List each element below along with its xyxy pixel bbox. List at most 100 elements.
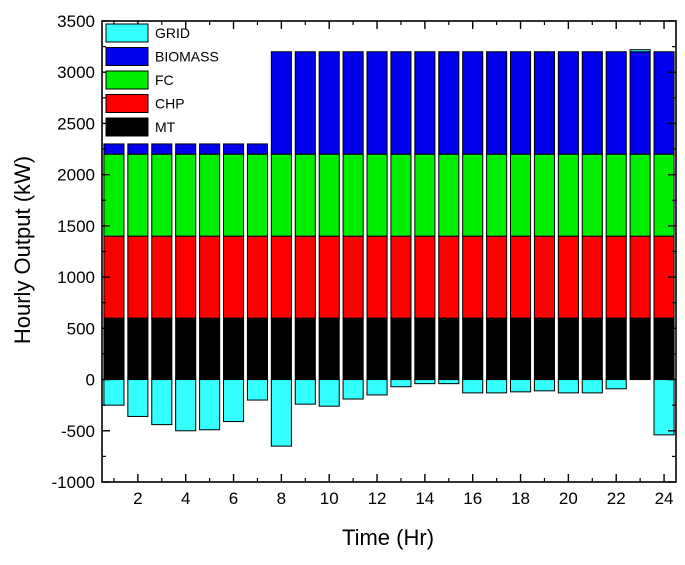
bar-fc-hr-2 (127, 153, 149, 237)
bar-chp-hr-21 (581, 235, 603, 319)
bar-mt-hr-8 (270, 317, 292, 381)
bar-mt-hr-19 (533, 317, 555, 381)
bar-biomass-hr-22 (605, 51, 627, 155)
bar-fc-hr-3 (151, 153, 173, 237)
bar-chp-hr-17 (486, 235, 508, 319)
bar-mt-hr-6 (223, 317, 245, 381)
bar-grid-hr-18 (510, 379, 532, 393)
bar-fc-hr-18 (510, 153, 532, 237)
bar-fc-hr-21 (581, 153, 603, 237)
bar-chp-hr-8 (270, 235, 292, 319)
bar-grid-hr-5 (199, 379, 221, 431)
bar-fc-hr-16 (462, 153, 484, 237)
legend-label-biomass: BIOMASS (155, 49, 219, 65)
bar-biomass-hr-16 (462, 51, 484, 155)
bar-grid-hr-20 (557, 379, 579, 394)
bar-biomass-hr-19 (533, 51, 555, 155)
bar-chp-hr-4 (175, 235, 197, 319)
bar-biomass-hr-15 (438, 51, 460, 155)
bar-fc-hr-14 (414, 153, 436, 237)
bar-mt-hr-9 (294, 317, 316, 381)
bar-biomass-hr-7 (246, 143, 269, 155)
bar-mt-hr-16 (462, 317, 484, 381)
bar-chp-hr-20 (557, 235, 579, 319)
bar-grid-hr-4 (175, 379, 197, 432)
bar-chp-hr-18 (510, 235, 532, 319)
bar-fc-hr-11 (342, 153, 364, 237)
bar-biomass-hr-24 (653, 51, 675, 155)
bar-grid-hr-12 (366, 379, 388, 396)
x-tick-label: 10 (320, 489, 339, 508)
bar-fc-hr-8 (270, 153, 292, 237)
y-tick-label: 2000 (57, 166, 95, 185)
bar-mt-hr-22 (605, 317, 627, 381)
bar-chp-hr-3 (151, 235, 173, 319)
legend-label-fc: FC (155, 72, 174, 88)
bar-grid-hr-8 (270, 379, 292, 447)
bar-mt-hr-20 (557, 317, 579, 381)
bar-mt-hr-11 (342, 317, 364, 381)
legend-swatch-chp (105, 94, 149, 113)
bar-biomass-hr-20 (557, 51, 579, 155)
bar-grid-hr-16 (462, 379, 484, 394)
bar-mt-hr-14 (414, 317, 436, 381)
bar-biomass-hr-8 (270, 51, 292, 155)
bar-fc-hr-17 (486, 153, 508, 237)
bar-grid-hr-22 (605, 379, 627, 390)
bar-fc-hr-9 (294, 153, 316, 237)
bar-mt-hr-2 (127, 317, 149, 381)
bar-fc-hr-19 (533, 153, 555, 237)
y-tick-label: 2500 (57, 114, 95, 133)
legend-label-chp: CHP (155, 96, 185, 112)
bar-biomass-hr-14 (414, 51, 436, 155)
bar-biomass-hr-1 (103, 143, 125, 155)
legend-label-mt: MT (155, 119, 176, 135)
legend-label-grid: GRID (155, 25, 190, 41)
bar-grid-hr-21 (581, 379, 603, 394)
bar-mt-hr-7 (246, 317, 269, 381)
x-tick-label: 6 (229, 489, 238, 508)
bar-chp-hr-11 (342, 235, 364, 319)
bar-biomass-hr-21 (581, 51, 603, 155)
bar-mt-hr-4 (175, 317, 197, 381)
bar-fc-hr-22 (605, 153, 627, 237)
x-tick-label: 8 (277, 489, 286, 508)
bar-mt-hr-1 (103, 317, 125, 381)
bar-grid-hr-7 (246, 379, 269, 401)
bar-fc-hr-13 (390, 153, 412, 237)
x-tick-label: 2 (133, 489, 142, 508)
y-tick-label: 0 (86, 371, 95, 390)
bar-chp-hr-19 (533, 235, 555, 319)
bar-biomass-hr-18 (510, 51, 532, 155)
bar-grid-hr-2 (127, 379, 149, 417)
y-tick-label: 500 (67, 319, 95, 338)
bar-chp-hr-22 (605, 235, 627, 319)
bar-mt-hr-23 (629, 317, 651, 381)
bar-mt-hr-13 (390, 317, 412, 381)
bar-biomass-hr-10 (318, 51, 340, 155)
bar-fc-hr-12 (366, 153, 388, 237)
bar-mt-hr-10 (318, 317, 340, 381)
bar-grid-hr-6 (223, 379, 245, 423)
bar-fc-hr-5 (199, 153, 221, 237)
y-tick-label: -1000 (52, 473, 95, 492)
bar-chp-hr-14 (414, 235, 436, 319)
x-tick-label: 12 (368, 489, 387, 508)
y-tick-label: 3500 (57, 12, 95, 31)
bar-fc-hr-1 (103, 153, 125, 237)
bar-chp-hr-7 (246, 235, 269, 319)
bar-grid-hr-23 (629, 49, 651, 53)
bar-fc-hr-23 (629, 153, 651, 237)
x-tick-label: 18 (511, 489, 530, 508)
bar-grid-hr-15 (438, 379, 460, 385)
bar-fc-hr-7 (246, 153, 269, 237)
y-tick-label: -500 (61, 422, 95, 441)
bar-biomass-hr-3 (151, 143, 173, 155)
bar-mt-hr-18 (510, 317, 532, 381)
bar-grid-hr-13 (390, 379, 412, 388)
bar-grid-hr-24 (653, 379, 675, 436)
x-tick-label: 16 (463, 489, 482, 508)
bar-mt-hr-5 (199, 317, 221, 381)
